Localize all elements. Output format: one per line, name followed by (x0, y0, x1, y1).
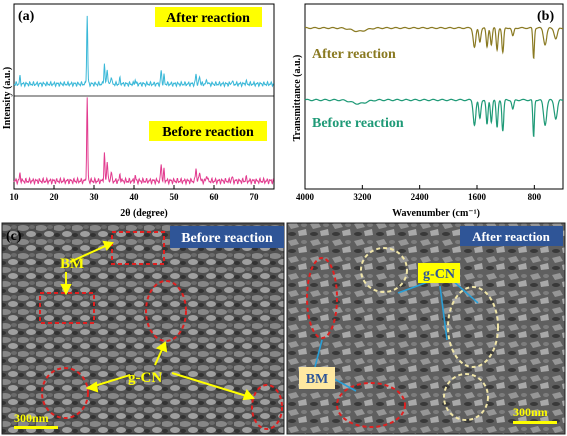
xrd-tick-label: 20 (50, 192, 60, 202)
sem-image-before: Before reaction (c) BM (1, 222, 285, 435)
xrd-tick-label: 70 (250, 192, 260, 202)
xrd-panel: (a) After reaction Before reaction 10 20 3… (2, 3, 275, 219)
bm-region-ellipse (306, 257, 338, 339)
ftir-before-label: Before reaction (312, 116, 404, 131)
xrd-xlabel: 2θ (degree) (120, 208, 168, 219)
ftir-tick-label: 2400 (411, 192, 430, 202)
xrd-series-group (13, 15, 274, 186)
xrd-ylabel: Intensity (a.u.) (2, 67, 13, 130)
sem-before-banner-bg (170, 226, 284, 248)
sem-after-scalebar (513, 421, 557, 424)
ftir-after-label: After reaction (312, 47, 396, 62)
gcn-region-ellipse (360, 247, 408, 293)
gcn-region-ellipse (41, 367, 89, 419)
sem-before-bm-label: BM (60, 256, 84, 272)
xrd-after-label-bg (155, 7, 262, 27)
ftir-plot-frame (304, 3, 564, 190)
sem-before-banner: Before reaction (181, 231, 273, 246)
bm-region-ellipse (336, 382, 406, 428)
xrd-series-line (13, 97, 274, 186)
annotation-arrows (60, 240, 255, 401)
gcn-region-ellipse (447, 286, 499, 368)
gcn-region-ellipse (251, 384, 283, 430)
xrd-before-label-bg (149, 121, 267, 141)
xrd-tick-label: 10 (10, 192, 20, 202)
sem-before-scalebar (14, 426, 58, 429)
ftir-series-line (305, 26, 563, 60)
xrd-xaxis-ticks: 10 20 30 40 50 60 70 (10, 185, 260, 202)
xrd-plot-frame (13, 3, 275, 190)
sem-before-scalebar-label: 300nm (14, 411, 49, 425)
sem-after-banner-bg (460, 226, 563, 246)
xrd-before-label: Before reaction (162, 125, 254, 140)
sem-image-after: After reaction g-CN BM 300nm (286, 222, 566, 435)
gcn-region-ellipse (443, 373, 489, 421)
ftir-panel: (b) After reaction Before reaction 4000 3… (292, 3, 564, 219)
xrd-after-label: After reaction (166, 11, 250, 26)
ftir-tick-label: 800 (528, 192, 542, 202)
gcn-region-ellipse (145, 280, 187, 342)
sem-after-gcn-label: g-CN (423, 267, 455, 282)
panel-label-a: (a) (18, 9, 35, 24)
sem-after-gcn-label-bg (418, 263, 460, 283)
ftir-tick-label: 1600 (468, 192, 487, 202)
ftir-xlabel: Wavenumber (cm⁻¹) (392, 208, 480, 219)
sem-after-bm-label: BM (306, 372, 329, 387)
ftir-tick-label: 4000 (296, 192, 315, 202)
ftir-series-line (304, 98, 564, 138)
sem-after-banner: After reaction (472, 229, 551, 244)
panel-label-c: (c) (6, 229, 22, 244)
xrd-series-line (13, 15, 274, 88)
sem-panel: Before reaction (c) BM (1, 222, 566, 435)
ftir-ylabel: Transmittance (a.u.) (292, 55, 303, 142)
ftir-xaxis-ticks: 4000 3200 2400 1600 800 (296, 185, 542, 202)
ftir-series-group (304, 26, 564, 138)
sem-after-bm-label-bg (299, 367, 335, 389)
xrd-tick-label: 40 (130, 192, 140, 202)
xrd-tick-label: 30 (90, 192, 100, 202)
xrd-tick-label: 60 (210, 192, 220, 202)
sem-after-scalebar-label: 300nm (513, 405, 548, 419)
ftir-tick-label: 3200 (353, 192, 372, 202)
xrd-tick-label: 50 (170, 192, 180, 202)
sem-before-gcn-label: g-CN (128, 370, 162, 386)
panel-label-b: (b) (537, 9, 554, 24)
